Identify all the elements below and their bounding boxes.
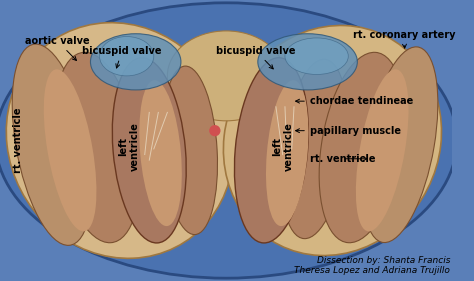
Ellipse shape <box>266 80 309 226</box>
Text: Dissection by: Shanta Francis
Theresa Lopez and Adriana Trujillo: Dissection by: Shanta Francis Theresa Lo… <box>294 256 450 275</box>
Text: chordae tendineae: chordae tendineae <box>296 96 413 106</box>
Ellipse shape <box>363 47 438 243</box>
Text: left
ventricle: left ventricle <box>118 122 140 171</box>
Ellipse shape <box>235 58 309 243</box>
Text: rt. coronary artery: rt. coronary artery <box>353 30 456 48</box>
Ellipse shape <box>12 44 92 245</box>
Ellipse shape <box>223 26 441 255</box>
Text: bicuspid valve: bicuspid valve <box>216 46 295 69</box>
Ellipse shape <box>258 34 357 90</box>
Ellipse shape <box>285 38 348 74</box>
Ellipse shape <box>100 37 154 76</box>
Text: bicuspid valve: bicuspid valve <box>82 46 162 68</box>
Ellipse shape <box>6 23 233 258</box>
Text: rt. ventricle: rt. ventricle <box>310 154 375 164</box>
Ellipse shape <box>44 69 96 231</box>
Ellipse shape <box>209 125 220 136</box>
Ellipse shape <box>281 59 347 239</box>
Ellipse shape <box>167 31 285 121</box>
Ellipse shape <box>139 80 182 226</box>
Ellipse shape <box>356 69 409 231</box>
Text: rt. ventricle: rt. ventricle <box>13 108 23 173</box>
Ellipse shape <box>163 66 218 235</box>
Ellipse shape <box>319 52 405 243</box>
Ellipse shape <box>112 58 186 243</box>
Text: papillary muscle: papillary muscle <box>296 126 401 136</box>
Text: left
ventricle: left ventricle <box>272 122 293 171</box>
Ellipse shape <box>55 52 140 243</box>
Text: aortic valve: aortic valve <box>25 36 90 60</box>
Ellipse shape <box>0 3 457 278</box>
Ellipse shape <box>91 34 181 90</box>
